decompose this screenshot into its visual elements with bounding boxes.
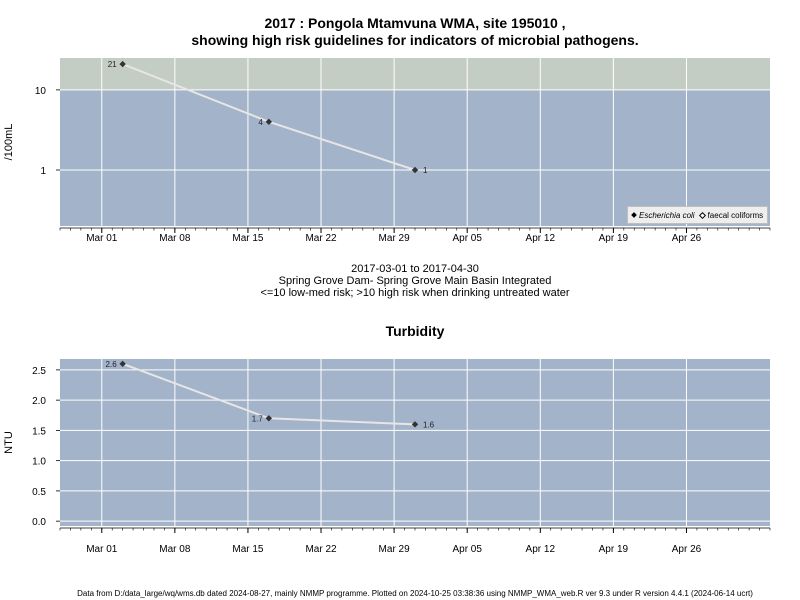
panel-2-data-label: 1.6 bbox=[423, 420, 435, 429]
panel-2-y-tick-label: 1.0 bbox=[32, 457, 46, 468]
subtitle-location: Spring Grove Dam- Spring Grove Main Basi… bbox=[278, 275, 552, 287]
panel-1-data-point bbox=[411, 166, 419, 174]
high-risk-band bbox=[60, 58, 770, 90]
panel-1-x-tick-label: Mar 22 bbox=[305, 233, 337, 244]
legend-label-ecoli: Escherichia coli bbox=[639, 210, 695, 220]
legend-item-faecal: faecal coliforms bbox=[698, 210, 764, 220]
panel-2-x-tick-label: Mar 29 bbox=[379, 544, 411, 555]
legend-marker-open-diamond bbox=[698, 211, 706, 219]
legend-marker-filled-diamond bbox=[631, 212, 637, 219]
panel-2-x-tick-label: Apr 19 bbox=[599, 544, 629, 555]
legend-item-ecoli: Escherichia coli bbox=[631, 210, 695, 220]
subtitle-guideline: <=10 low-med risk; >10 high risk when dr… bbox=[260, 287, 570, 299]
panel-2-data-point bbox=[411, 421, 419, 428]
legend-label-faecal: faecal coliforms bbox=[707, 210, 764, 220]
panel-2-x-tick-label: Apr 12 bbox=[526, 544, 556, 555]
panel-2-x-tick-label: Mar 08 bbox=[159, 544, 191, 555]
panel-2-y-tick-label: 2.0 bbox=[32, 396, 46, 407]
chart-title-line-2: showing high risk guidelines for indicat… bbox=[191, 32, 639, 48]
panel-1-y-tick-label: 1 bbox=[40, 166, 46, 177]
panel-1-data-label: 4 bbox=[258, 118, 263, 127]
panel-1-data-point bbox=[265, 118, 273, 125]
panel-1-x-tick-label: Mar 15 bbox=[232, 233, 264, 244]
panel-1-x-tick-label: Apr 26 bbox=[672, 233, 702, 244]
panel-2-y-axis-label: NTU bbox=[3, 431, 15, 454]
panel-1-data-label: 21 bbox=[108, 60, 117, 69]
panel-1-x-tick-label: Mar 01 bbox=[86, 233, 118, 244]
panel-2-y-tick-label: 0.0 bbox=[32, 517, 46, 528]
panel-2-x-tick-label: Apr 05 bbox=[452, 544, 482, 555]
panel-1-y-axis-label: /100mL bbox=[3, 124, 15, 161]
chart-title-line-1: 2017 : Pongola Mtamvuna WMA, site 195010… bbox=[264, 15, 566, 31]
subtitle-date-range: 2017-03-01 to 2017-04-30 bbox=[351, 263, 479, 275]
panel-2-y-tick-label: 0.5 bbox=[32, 487, 46, 498]
panel-2-x-tick-label: Apr 26 bbox=[672, 544, 702, 555]
panel-2-data-point bbox=[119, 360, 126, 368]
panel-1-x-tick-label: Apr 12 bbox=[526, 233, 556, 244]
panel-2-background bbox=[60, 359, 770, 526]
panel-1-data-point bbox=[119, 60, 126, 68]
panel-2-data-label: 2.6 bbox=[106, 360, 118, 369]
legend: Escherichia coli faecal coliforms bbox=[627, 206, 768, 224]
footer-note: Data from D:/data_large/wq/wms.db dated … bbox=[77, 589, 753, 598]
panel-2-x-tick-label: Mar 15 bbox=[232, 544, 264, 555]
panel-2-x-tick-label: Mar 01 bbox=[86, 544, 118, 555]
panel-2-data-point bbox=[265, 415, 273, 422]
panel-2-y-tick-label: 1.5 bbox=[32, 426, 46, 437]
panel-1-data-label: 1 bbox=[423, 166, 428, 175]
panel-1-x-tick-label: Apr 19 bbox=[599, 233, 629, 244]
panel-1-x-tick-label: Apr 05 bbox=[452, 233, 482, 244]
panel-2-x-tick-label: Mar 22 bbox=[305, 544, 337, 555]
panel-2-y-tick-label: 2.5 bbox=[32, 366, 46, 377]
turbidity-chart-title: Turbidity bbox=[385, 323, 445, 339]
panel-1-x-tick-label: Mar 29 bbox=[379, 233, 411, 244]
panel-2-data-label: 1.7 bbox=[252, 414, 264, 423]
panel-1-x-tick-label: Mar 08 bbox=[159, 233, 191, 244]
panel-1-y-tick-label: 10 bbox=[35, 86, 47, 97]
